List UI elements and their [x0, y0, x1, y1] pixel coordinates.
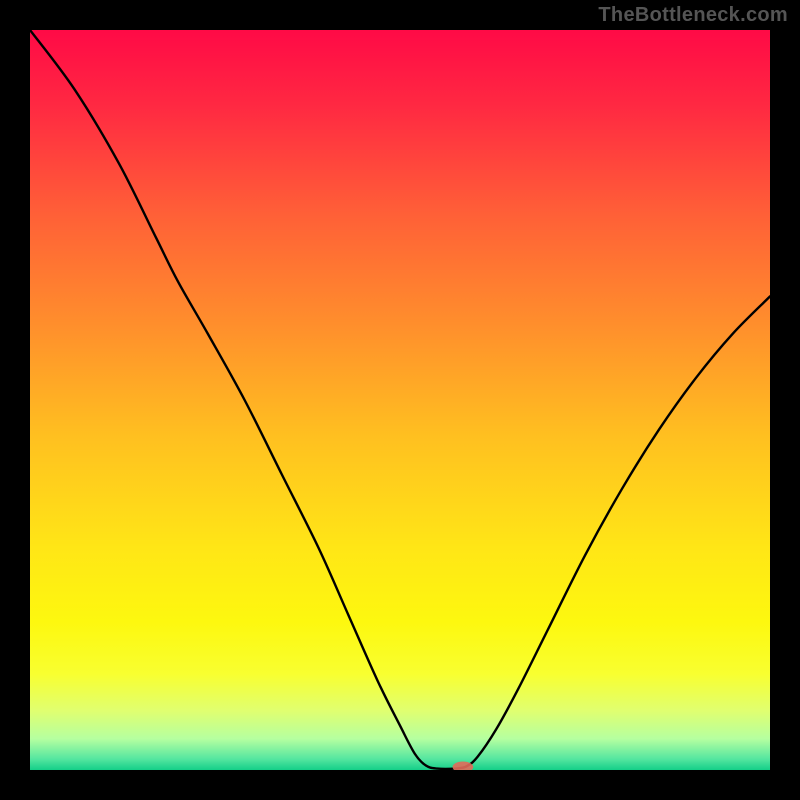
chart-svg [30, 30, 770, 770]
plot-area [30, 30, 770, 770]
chart-container: TheBottleneck.com [0, 0, 800, 800]
watermark-text: TheBottleneck.com [598, 4, 788, 27]
gradient-background [30, 30, 770, 770]
